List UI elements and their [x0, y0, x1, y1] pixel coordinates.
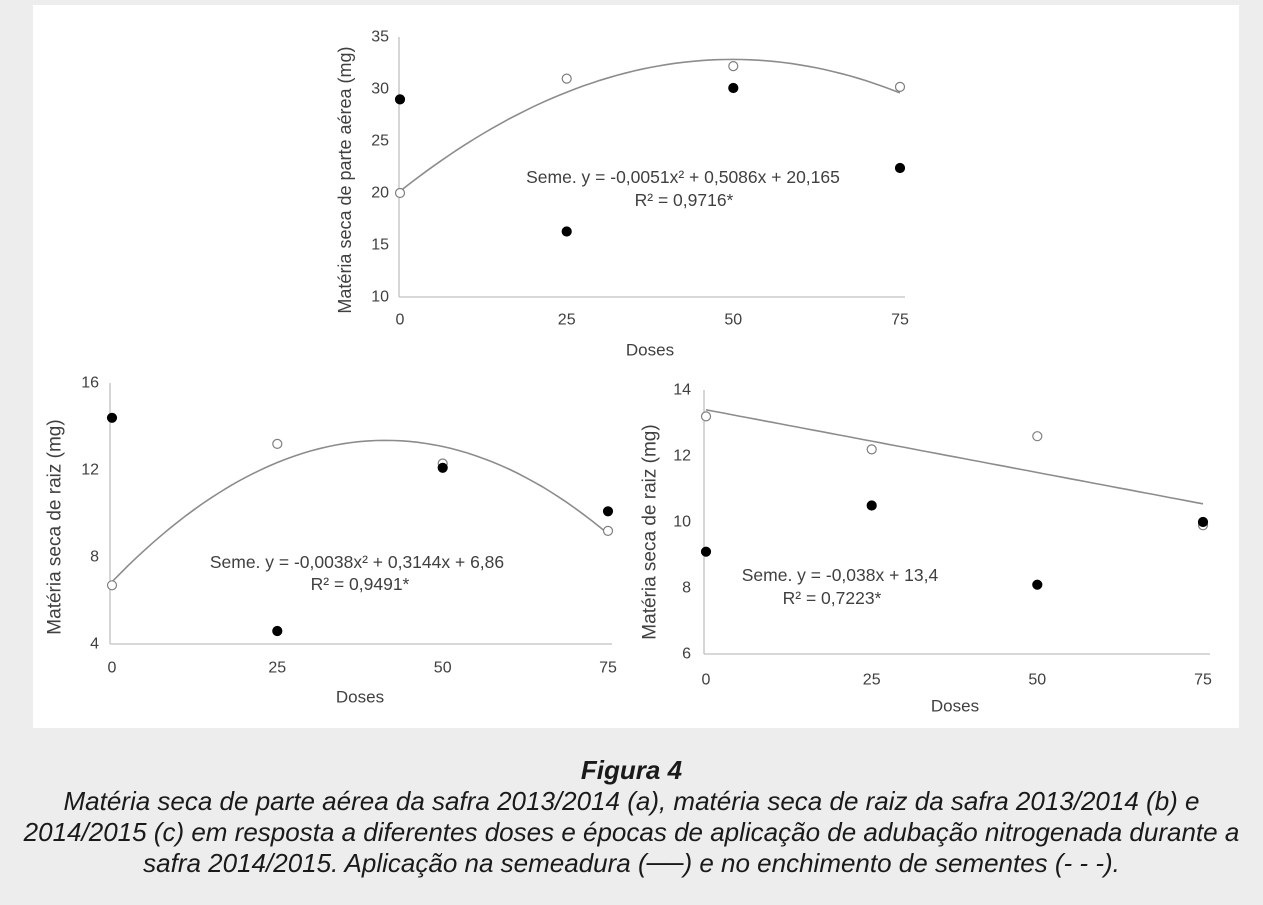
y-tick-label: 10	[673, 514, 691, 531]
data-point-open	[602, 525, 614, 537]
data-point-open	[272, 438, 283, 449]
y-tick-label: 12	[81, 462, 99, 479]
caption-line: Matéria seca de parte aérea da safra 201…	[63, 786, 1200, 816]
figure-plots: Matéria seca de parte aérea (mg) Doses S…	[45, 29, 1213, 716]
data-point-open	[894, 81, 906, 93]
x-axis-label: Doses	[626, 341, 674, 360]
trendline-equation: Seme. y = -0,0038x² + 0,3144x + 6,86	[210, 552, 504, 572]
data-point-open	[1032, 431, 1043, 442]
data-point-filled	[894, 162, 906, 174]
data-point-filled	[1032, 579, 1043, 590]
y-tick-label: 16	[81, 375, 99, 392]
data-point-open	[106, 580, 118, 591]
x-tick-label: 0	[108, 660, 117, 677]
figure-caption: Figura 4 Matéria seca de parte aérea da …	[0, 755, 1263, 879]
x-axis-label: Doses	[336, 688, 384, 707]
y-tick-label: 15	[371, 237, 389, 254]
trendline-r-squared: R² = 0,9716*	[635, 190, 734, 210]
data-point-filled	[866, 500, 877, 511]
x-tick-label: 50	[1028, 672, 1046, 689]
data-point-open	[561, 73, 572, 84]
y-tick-label: 8	[682, 580, 691, 597]
x-tick-label: 25	[558, 312, 576, 329]
x-tick-label: 75	[891, 312, 909, 329]
data-point-open	[728, 60, 739, 72]
data-point-open	[394, 187, 406, 199]
caption-line: safra 2014/2015. Aplicação na semeadura …	[143, 848, 1120, 878]
trendline-equation: Seme. y = -0,038x + 13,4	[742, 565, 939, 585]
y-tick-label: 35	[371, 29, 389, 46]
data-point-filled	[437, 462, 448, 473]
figure-title: Figura 4	[580, 755, 683, 785]
data-point-open	[866, 444, 877, 455]
data-point-filled	[602, 506, 614, 517]
x-tick-label: 75	[1194, 672, 1212, 689]
y-tick-label: 10	[371, 289, 389, 306]
x-tick-label: 50	[434, 660, 452, 677]
chart-shoot-dry-matter: Matéria seca de parte aérea (mg) Doses S…	[335, 29, 909, 360]
y-tick-label: 12	[673, 448, 691, 465]
trendline-equation: Seme. y = -0,0051x² + 0,5086x + 20,165	[526, 167, 840, 187]
y-tick-label: 30	[371, 81, 389, 98]
data-point-filled	[561, 226, 572, 237]
x-tick-label: 0	[702, 672, 711, 689]
chart-root-dry-matter-2013-2014: Matéria seca de raiz (mg) Doses Seme. y …	[45, 375, 618, 707]
x-axis-label: Doses	[931, 697, 979, 716]
data-point-filled	[700, 546, 712, 557]
x-tick-label: 25	[268, 660, 286, 677]
x-tick-label: 0	[396, 312, 405, 329]
trendline-r-squared: R² = 0,7223*	[783, 588, 882, 608]
y-tick-label: 6	[682, 646, 691, 663]
y-tick-label: 4	[90, 636, 99, 653]
caption-line: 2014/2015 (c) em resposta a diferentes d…	[23, 817, 1240, 847]
data-point-filled	[728, 82, 739, 94]
data-point-filled	[1197, 516, 1209, 528]
trendline	[705, 409, 1204, 505]
data-point-open	[700, 411, 712, 422]
y-tick-label: 25	[371, 133, 389, 150]
trendline	[399, 58, 901, 192]
data-point-filled	[272, 625, 283, 637]
trendline	[111, 439, 609, 583]
x-tick-label: 75	[599, 660, 617, 677]
chart-root-dry-matter-2014-2015: Matéria seca de raiz (mg) Doses Seme. y …	[640, 382, 1213, 716]
y-axis-label: Matéria seca de raiz (mg)	[640, 424, 661, 639]
data-point-filled	[394, 94, 406, 105]
y-axis-label: Matéria seca de parte aérea (mg)	[335, 46, 355, 313]
x-tick-label: 50	[724, 312, 742, 329]
data-point-filled	[106, 412, 118, 423]
x-tick-label: 25	[863, 672, 881, 689]
figure-panel	[33, 5, 1239, 728]
y-tick-label: 20	[371, 185, 389, 202]
y-tick-label: 8	[90, 549, 99, 566]
y-tick-label: 14	[673, 382, 691, 399]
y-axis-label: Matéria seca de raiz (mg)	[45, 419, 66, 634]
trendline-r-squared: R² = 0,9491*	[311, 574, 410, 594]
